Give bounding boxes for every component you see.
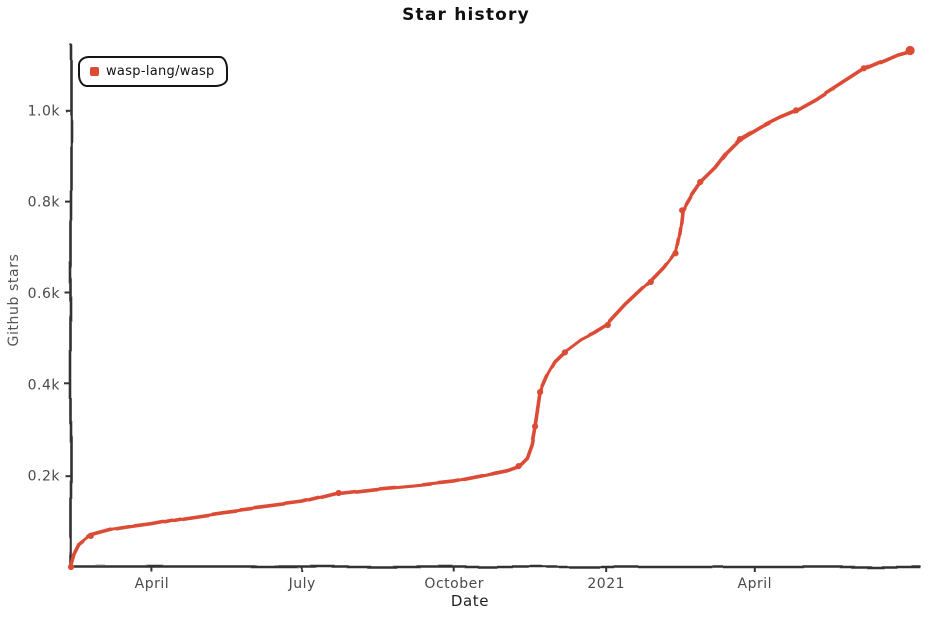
legend-series-label: wasp-lang/wasp: [106, 64, 215, 79]
data-point: [537, 389, 544, 396]
data-point: [736, 136, 744, 143]
legend: wasp-lang/wasp: [78, 56, 228, 87]
data-point: [87, 532, 94, 540]
data-point: [647, 278, 654, 286]
x-tick-label: April: [135, 576, 170, 592]
y-tick-label: 1.0k: [28, 103, 61, 119]
data-point: [672, 250, 679, 257]
data-point: [561, 349, 569, 356]
data-point: [335, 489, 342, 497]
x-tick-label: October: [424, 576, 484, 592]
star-curve: [69, 48, 912, 569]
data-point: [697, 178, 704, 186]
axis-line: [69, 43, 922, 569]
data-point: [515, 463, 522, 470]
y-tick-label: 0.4k: [28, 377, 61, 393]
data-point: [679, 207, 686, 214]
data-point: [67, 563, 75, 571]
data-point: [905, 45, 915, 56]
y-tick-label: 0.6k: [28, 286, 61, 302]
x-tick-label: April: [738, 576, 773, 592]
data-point: [793, 107, 800, 114]
y-axis-title: Github stars: [6, 253, 22, 347]
y-tick-label: 0.2k: [28, 469, 61, 485]
chart-title: Star history: [402, 5, 530, 25]
x-tick-label: July: [288, 576, 316, 592]
series-swatch-icon: [90, 67, 99, 76]
data-point: [532, 423, 539, 430]
x-axis-title: Date: [450, 592, 490, 610]
y-tick-label: 0.8k: [28, 195, 61, 211]
data-point: [860, 65, 867, 72]
data-point: [604, 321, 611, 329]
x-tick-label: 2021: [587, 576, 625, 592]
